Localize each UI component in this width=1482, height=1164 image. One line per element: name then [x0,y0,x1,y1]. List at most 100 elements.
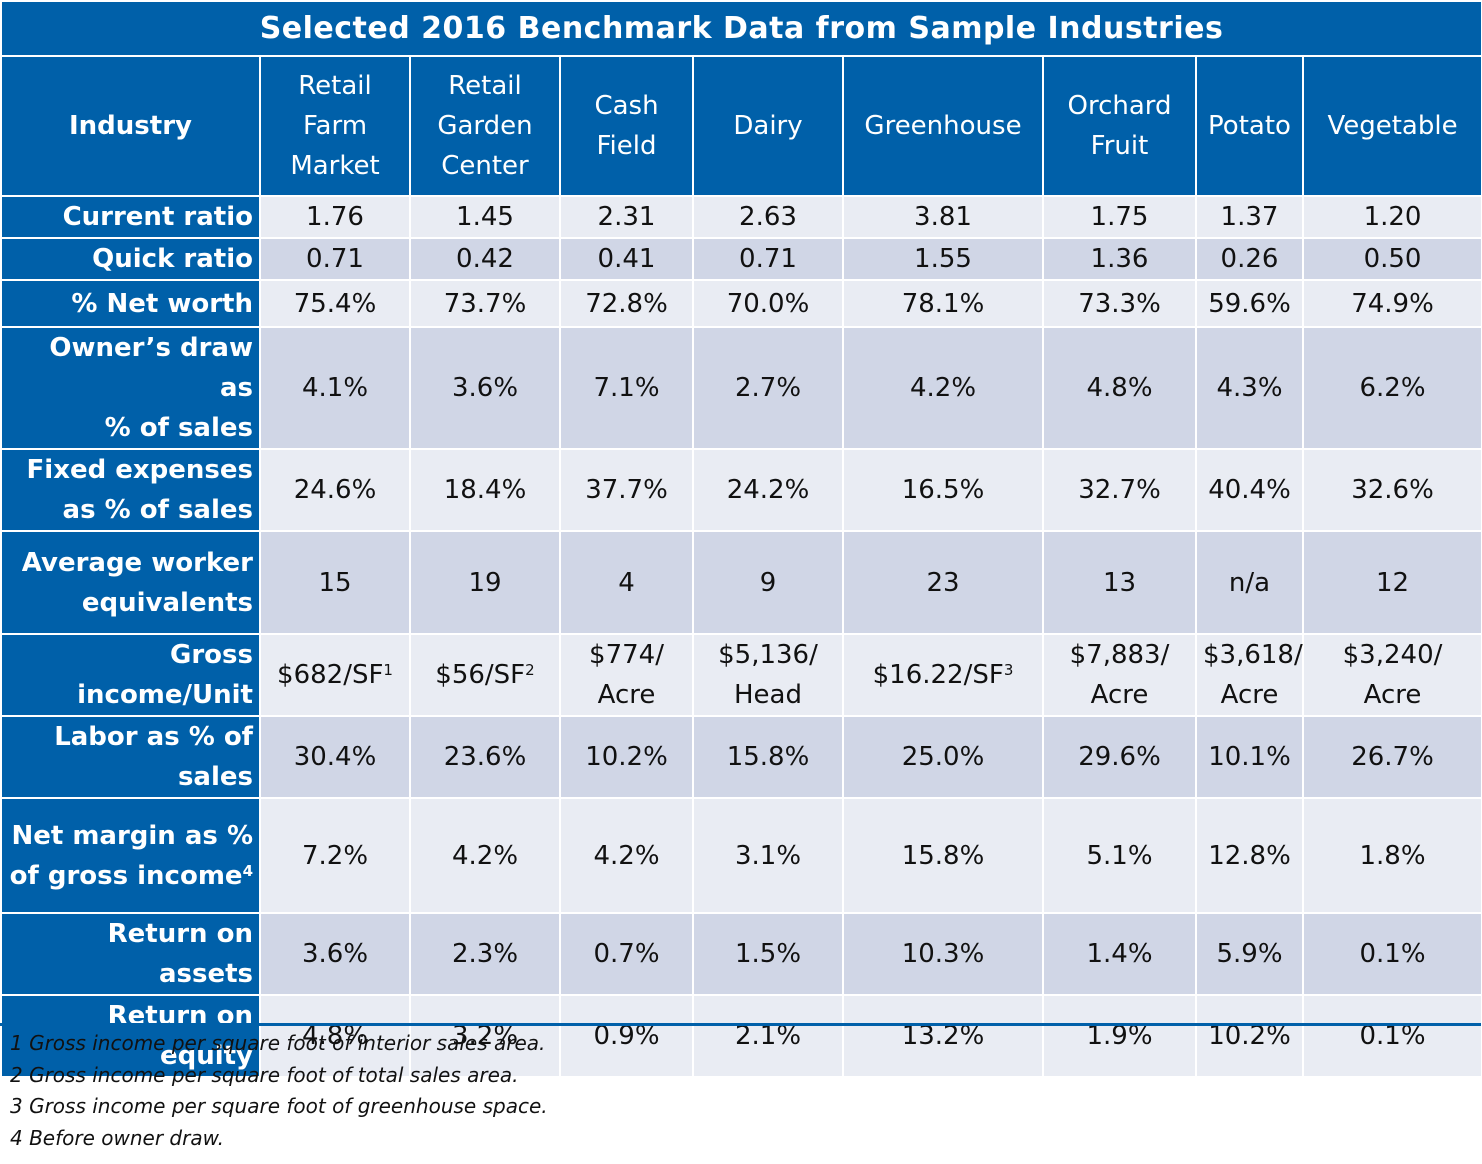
footnote-marker: 2 [525,661,535,679]
cell-value: 12 [1375,567,1410,598]
cell-value: $56/SF [435,660,526,690]
row-label: Return on equity [0,994,261,1078]
cell-value: Acre [597,680,656,710]
footnote: 3 Gross income per square foot of greenh… [10,1094,548,1118]
cell-value: 3.81 [914,202,972,232]
row-label-line: % of sales [104,413,253,443]
cell-value: 24.6% [293,475,377,505]
cell-value: n/a [1228,567,1271,598]
cell-value: 6.2% [1359,373,1426,403]
row-label: Gross income/Unit [0,633,261,717]
cell-value: 0.1% [1359,939,1426,969]
table-cell: 10.3% [842,912,1044,996]
table-row: Fixed expenses as % of sales 24.6% 18.4% 37.… [0,448,1482,532]
table-cell: $56/SF2 [409,633,561,717]
cell-value: 4.1% [301,373,369,403]
table-cell: 37.7% [559,448,694,532]
table-cell: 3.1% [692,797,844,914]
column-header-line: Dairy [733,111,803,141]
row-label-line: Fixed expenses [26,455,253,485]
table-cell: 6.2% [1301,326,1482,450]
cell-value: Head [734,680,802,710]
cell-value: 74.9% [1351,288,1434,319]
table-cell: 15.8% [692,715,844,799]
table-cell: n/a [1195,530,1304,635]
table-cell: 59.6% [1195,279,1304,328]
row-label-line: as % of sales [62,495,253,525]
cell-value: 4.8% [301,1021,369,1051]
cell-value: 16.5% [901,475,985,505]
table-cell: 0.26 [1195,237,1304,281]
table-cell: 70.0% [692,279,844,328]
cell-value: 26.7% [1351,742,1434,772]
table-cell: 13.2% [842,994,1044,1078]
cell-value: 15.8% [901,840,985,871]
table-cell: $774/Acre [559,633,694,717]
column-header: Greenhouse [842,55,1044,197]
table-cell: $7,883/Acre [1042,633,1197,717]
table-cell: 5.1% [1042,797,1197,914]
cell-value: 72.8% [585,288,668,319]
column-header-line: Retail [448,71,522,101]
cell-value: $3,618/ [1203,640,1303,670]
footnote: 4 Before owner draw. [10,1125,225,1150]
footnote-marker: 3 [1003,661,1014,679]
column-header-row: Industry Retail Farm Market Retail Garden Cen… [0,55,1482,197]
cell-value: 0.42 [456,244,514,274]
cell-value: 25.0% [901,742,985,772]
table-cell: 15 [259,530,411,635]
row-label: Average worker equivalents [0,530,261,635]
column-header-line: Greenhouse [864,111,1022,141]
row-label: % Net worth [0,279,261,328]
table-cell: 16.5% [842,448,1044,532]
table-cell: 1.8% [1301,797,1482,914]
table-cell: $3,240/Acre [1301,633,1482,717]
row-label: Net margin as % of gross income4 [0,797,261,914]
cell-value: 75.4% [293,288,377,319]
column-header-line: Potato [1208,111,1291,141]
table-cell: 18.4% [409,448,561,532]
cell-value: $16.22/SF [872,660,1004,690]
column-header: Potato [1195,55,1304,197]
table-cell: 23.6% [409,715,561,799]
column-header-line: Vegetable [1327,111,1458,141]
row-label-line: Quick ratio [92,244,253,274]
column-header: Retail Farm Market [259,55,411,197]
table-cell: 0.41 [559,237,694,281]
cell-value: 0.41 [597,244,656,274]
cell-value: 40.4% [1208,475,1291,505]
cell-value: 4.8% [1086,373,1153,403]
row-label-line: of gross income [9,860,243,891]
row-label-line: Current ratio [62,202,253,232]
column-header: Vegetable [1301,55,1482,197]
table-cell: 1.9% [1042,994,1197,1078]
cell-value: 3.6% [451,373,519,403]
cell-value: 0.1% [1359,1021,1426,1051]
column-header-line: Retail [298,71,372,101]
row-label: Quick ratio [0,237,261,281]
cell-value: 1.9% [1086,1021,1153,1051]
cell-value: 9 [759,567,777,598]
cell-value: $774/ [589,640,664,670]
table-row: % Net worth 75.4% 73.7% 72.8% 70.0% 78.1% 73.3… [0,279,1482,328]
cell-value: 1.45 [456,202,514,232]
table-cell: 1.76 [259,195,411,239]
table-cell: 3.6% [259,912,411,996]
row-label-line: Owner’s draw as [49,333,253,403]
table-cell: 10.2% [1195,994,1304,1078]
table-row: Current ratio 1.76 1.45 2.31 2.63 3.81 1.75 1.3… [0,195,1482,239]
cell-value: 30.4% [293,742,377,772]
table-cell: 0.42 [409,237,561,281]
table-body: Current ratio 1.76 1.45 2.31 2.63 3.81 1.75 1.3… [0,195,1482,1078]
cell-value: 32.6% [1351,475,1434,505]
row-label: Return on assets [0,912,261,996]
table-cell: 32.7% [1042,448,1197,532]
cell-value: 3.1% [734,840,802,871]
table-cell: 26.7% [1301,715,1482,799]
table-cell: 0.71 [259,237,411,281]
table-cell: 78.1% [842,279,1044,328]
cell-value: 1.4% [1086,939,1153,969]
footnote-marker: 1 [383,661,393,679]
cell-value: 1.8% [1359,840,1426,871]
